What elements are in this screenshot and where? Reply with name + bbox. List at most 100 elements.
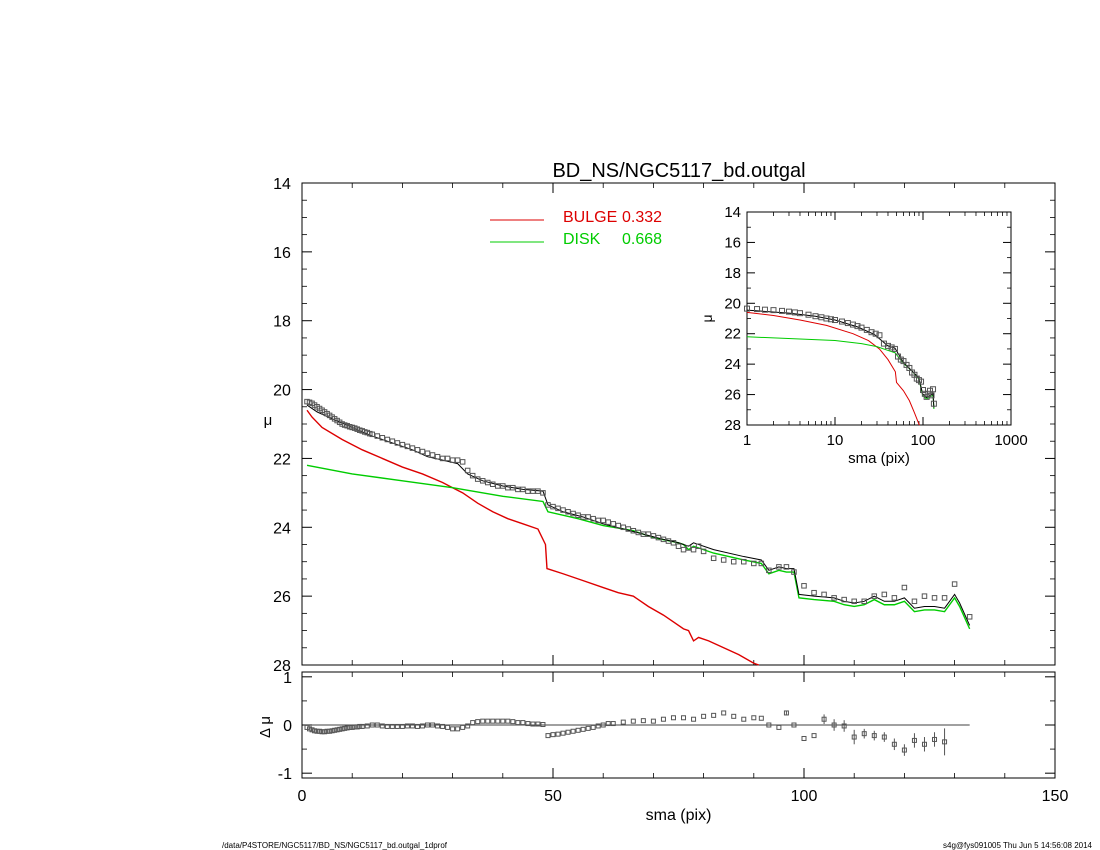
y-tick-label-7: 28 [273,658,291,675]
res-point-38 [440,723,446,729]
main-data-point-91 [695,543,702,549]
res-point-95 [831,722,837,728]
inset-y-tick-label-1: 16 [724,234,741,251]
main-data-point-64 [560,507,566,513]
res-point-22 [359,723,365,729]
res-point-59 [545,733,551,739]
main-line-disk [306,464,971,630]
res-point-27 [384,723,390,729]
inset-data-point-26 [891,345,898,352]
inset-data-point-14 [838,318,845,325]
main-data-point-45 [464,467,471,474]
inset-x-axis-label: sma (pix) [848,450,910,467]
res-x-tick-label-2: 100 [791,788,818,805]
footer-right: s4g@fys091005 Thu Jun 5 14:56:08 2014 [943,841,1093,850]
res-point-80 [691,716,697,722]
main-data-point-71 [595,517,601,524]
res-point-4 [314,728,320,734]
res-point-103 [911,737,917,743]
res-point-20 [354,724,360,730]
inset-y-tick-label-5: 24 [724,356,741,373]
res-point-73 [620,719,626,725]
inset-x-tick-label-0: 1 [743,432,751,449]
main-data-point-73 [605,519,611,525]
main-data-point-86 [670,540,677,546]
y-tick-label-3: 20 [273,383,291,400]
main-data-point-30 [389,438,396,444]
res-point-98 [861,731,867,737]
main-data-point-79 [635,529,642,536]
res-point-49 [495,718,501,724]
main-data-point-105 [821,591,827,598]
main-data-point-65 [565,509,571,515]
main-data-point-115 [921,593,928,599]
res-point-87 [758,715,764,721]
res-point-53 [515,720,521,726]
res-point-2 [309,727,315,733]
inset-data-point-13 [832,317,838,324]
x-axis-label: sma (pix) [646,807,712,824]
main-data-point-47 [474,476,481,482]
y-tick-label-5: 24 [273,520,291,537]
res-point-6 [319,729,325,735]
res-point-23 [364,723,370,729]
res-point-28 [389,723,395,729]
y-axis-label: μ [264,412,273,429]
inset-data-point-0 [744,305,750,312]
inset-data-point-8 [805,311,812,318]
res-point-13 [337,726,343,732]
res-point-70 [600,722,606,728]
main-data-point-35 [414,447,421,453]
main-data-point-118 [951,581,958,587]
res-point-1 [307,726,313,732]
inset-data-point-17 [854,323,861,330]
main-data-point-39 [434,453,441,460]
main-data-point-90 [690,546,697,553]
res-point-81 [701,713,707,719]
inset-data-point-37 [920,387,926,394]
inset-data-point-29 [900,358,907,365]
main-data-point-98 [758,560,765,567]
res-point-41 [455,726,461,732]
res-point-62 [560,730,566,736]
main-data-point-83 [655,534,662,541]
inset-y-tick-label-6: 26 [724,387,741,404]
main-data-point-74 [610,521,616,527]
inset-data-point-12 [827,316,834,323]
res-y-tick-label-1: 0 [283,718,292,735]
main-data-point-94 [720,557,727,563]
res-point-19 [352,724,358,730]
inset-data-point-3 [770,307,777,314]
res-point-16 [344,725,350,731]
main-data-point-68 [580,514,586,520]
main-data-point-101 [783,564,790,570]
res-point-36 [430,722,436,728]
res-point-96 [841,723,847,729]
res-point-48 [490,718,496,724]
res-y-tick-label-2: 1 [283,670,292,687]
main-data-point-77 [625,526,632,532]
res-point-17 [347,724,353,730]
legend-value-bulge: 0.332 [622,209,662,226]
res-point-102 [901,747,907,753]
res-point-50 [500,718,506,724]
res-point-60 [550,732,556,738]
main-data-point-89 [685,545,692,551]
res-point-25 [374,722,380,728]
res-point-76 [650,718,656,724]
res-point-31 [404,723,410,729]
main-data-point-106 [831,595,837,601]
main-data-point-26 [369,431,376,438]
res-point-78 [670,715,676,721]
main-data-point-102 [791,569,797,575]
main-data-point-92 [700,548,707,555]
legend-value-disk: 0.668 [622,231,662,248]
main-data-point-112 [891,595,898,601]
res-point-10 [329,728,335,734]
main-data-point-40 [439,455,446,462]
main-data-point-75 [615,522,622,529]
res-point-63 [565,729,571,735]
res-point-92 [801,735,807,741]
res-point-82 [711,712,717,718]
